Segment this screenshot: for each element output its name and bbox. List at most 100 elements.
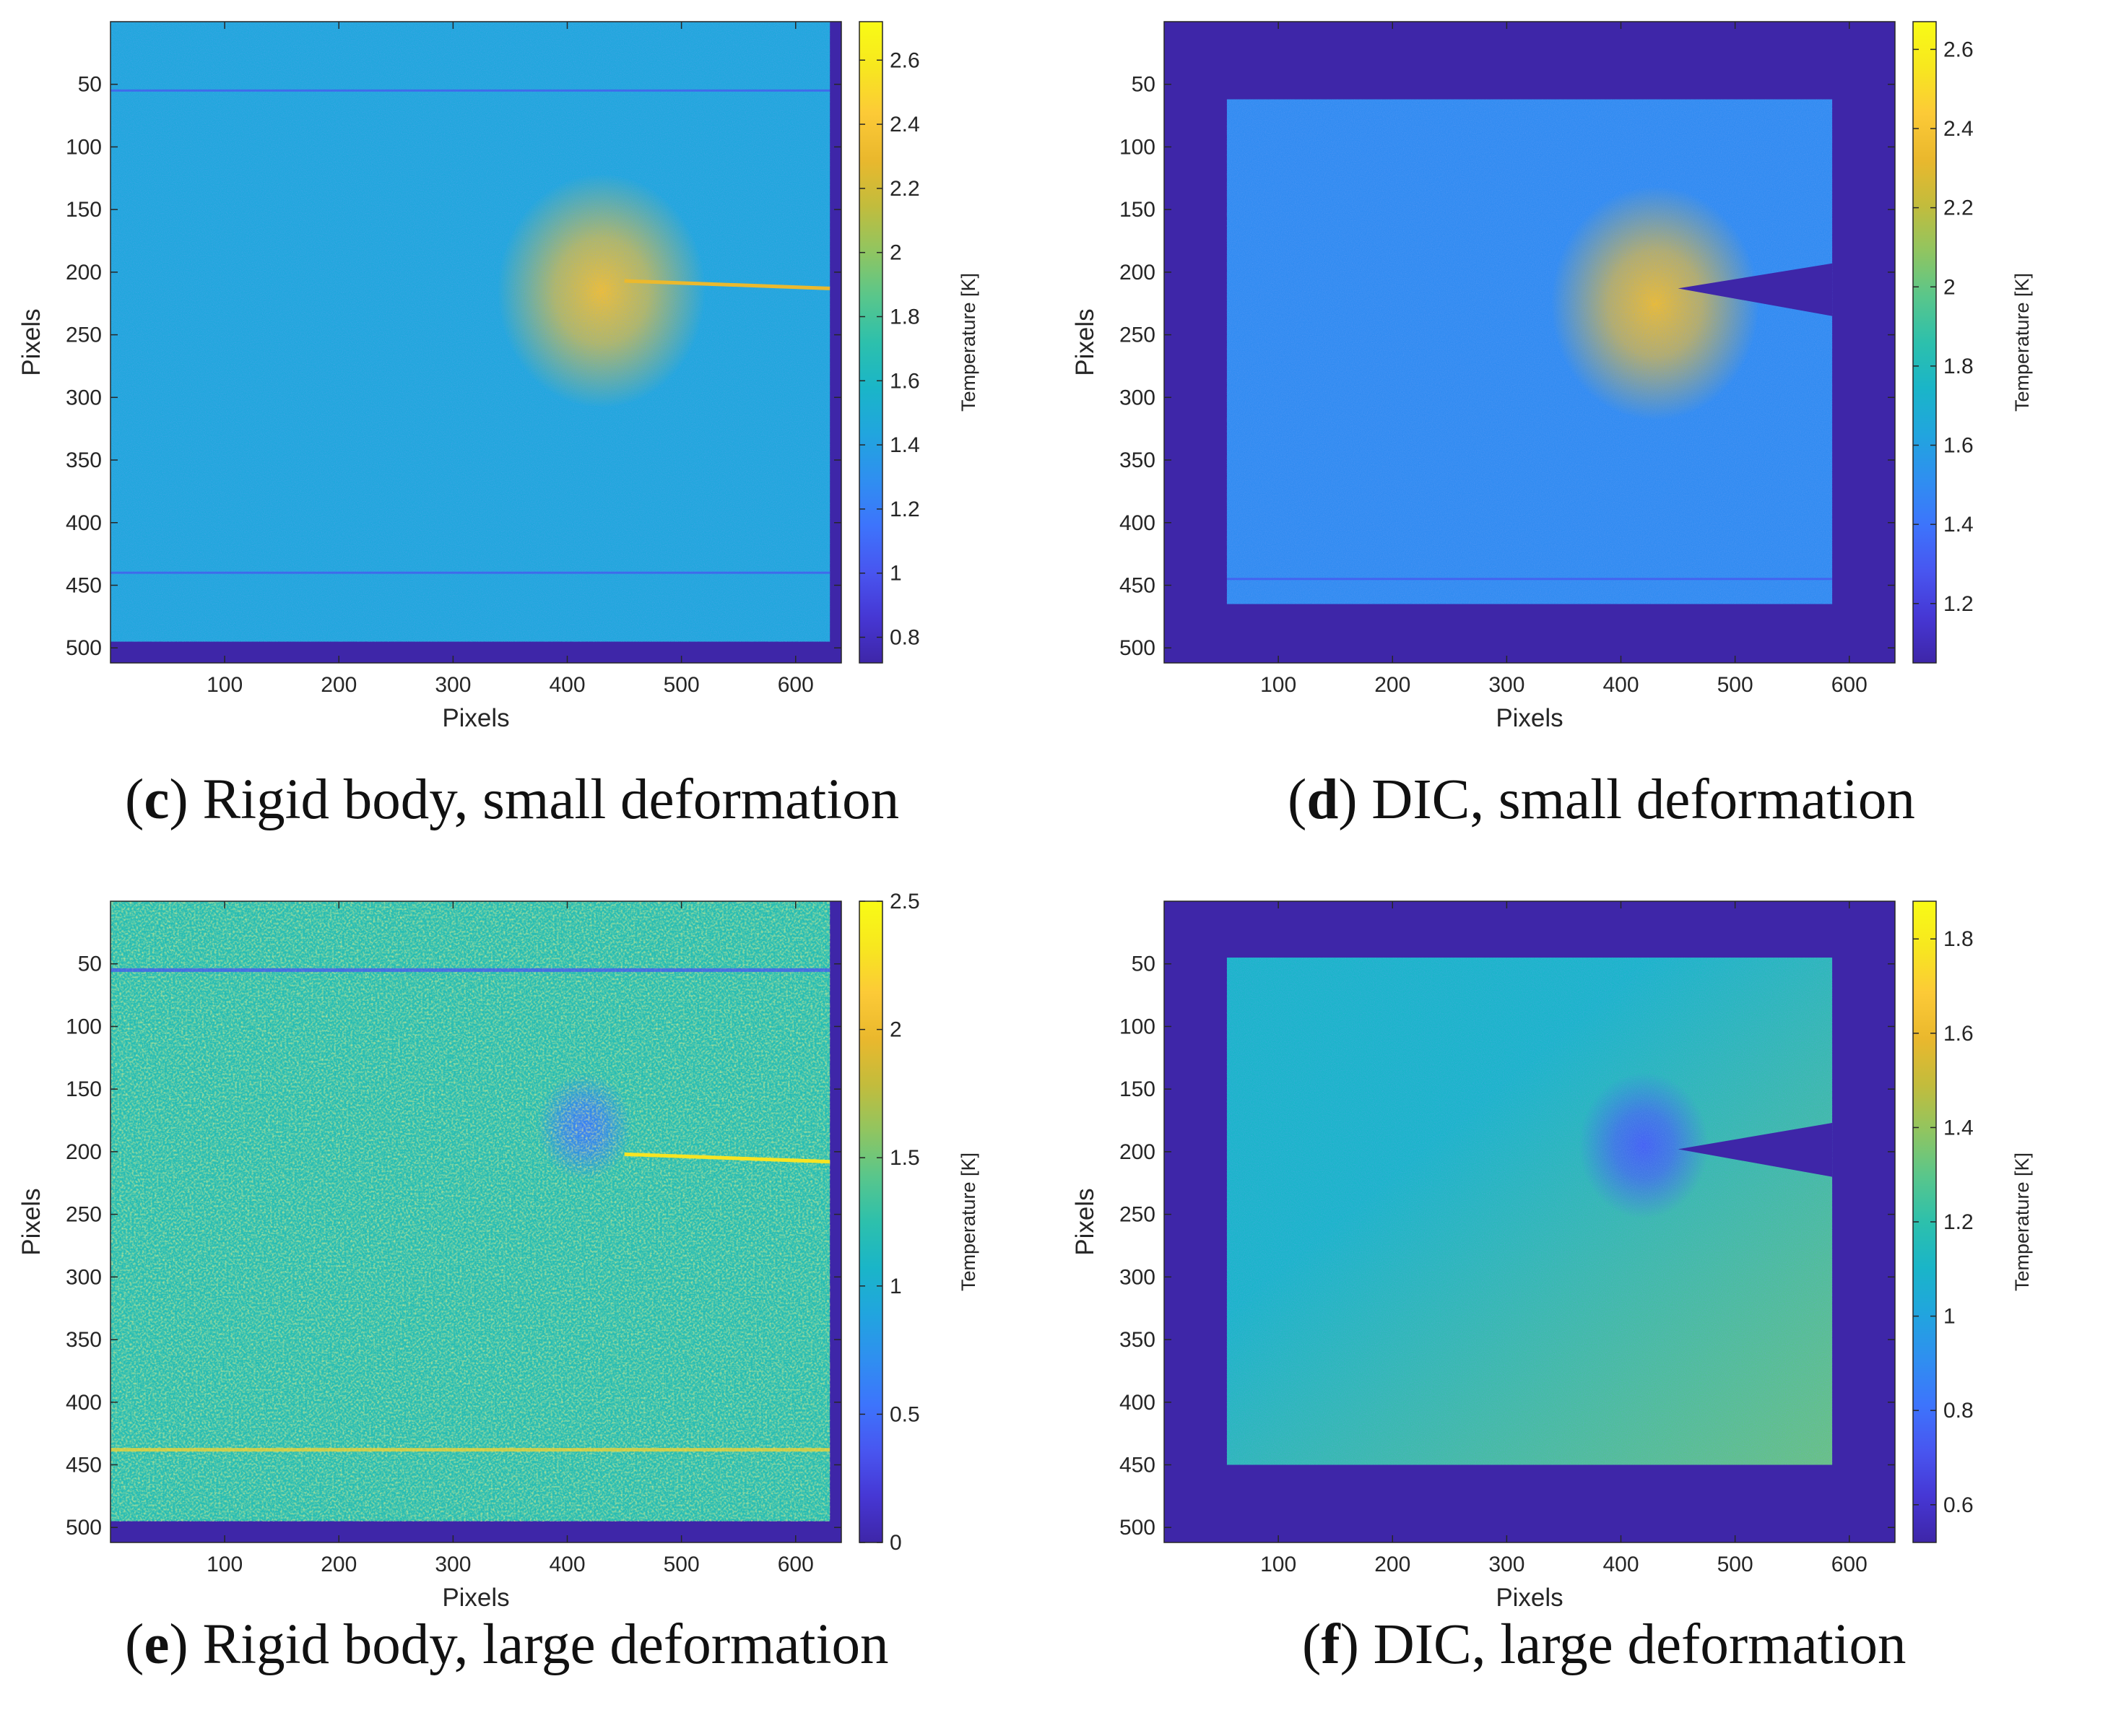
colorbar-tick-label: 1.4	[1943, 513, 1974, 537]
x-tick-label: 200	[1374, 1553, 1410, 1576]
caption-c: (c) Rigid body, small deformation	[125, 768, 900, 831]
x-tick-label: 500	[1717, 1553, 1753, 1576]
y-tick-label: 50	[78, 952, 102, 976]
y-tick-label: 200	[1119, 261, 1155, 285]
y-tick-label: 450	[66, 1453, 102, 1477]
colorbar-tick-label: 0.5	[890, 1402, 920, 1426]
colorbar-tick-label: 1	[890, 562, 902, 586]
x-tick-label: 400	[549, 1553, 585, 1576]
colorbar	[859, 900, 883, 1543]
noise-texture	[1226, 958, 1833, 1465]
colorbar-tick-label: 1.4	[890, 433, 920, 457]
colorbar-tick-label: 2	[890, 1018, 902, 1042]
colorbar-tick-label: 1.8	[890, 305, 920, 329]
y-tick-label: 500	[66, 1516, 102, 1540]
y-tick-label: 500	[66, 636, 102, 660]
colorbar-tick-label: 1.8	[1943, 355, 1974, 378]
colorbar-tick-label: 1.2	[890, 498, 920, 521]
y-tick-label: 400	[1119, 511, 1155, 535]
y-tick-label: 50	[78, 73, 102, 97]
colorbar-tick-label: 1.6	[1943, 434, 1974, 458]
colorbar-tick-label: 2.6	[890, 48, 920, 72]
axes-box	[110, 900, 842, 1543]
y-tick-label: 450	[1119, 1453, 1155, 1477]
x-tick-label: 300	[1488, 1553, 1524, 1576]
heatmap-c: 100 200 300 400 500 600 50 100 150 200 250 300 350 40…	[17, 21, 979, 732]
y-tick-label: 500	[1119, 1516, 1155, 1540]
x-tick-label: 600	[1831, 673, 1868, 697]
y-tick-label: 300	[66, 386, 102, 409]
x-tick-label: 200	[321, 1553, 357, 1576]
colorbar-tick-label: 2.5	[890, 890, 920, 913]
y-tick-label: 100	[1119, 1015, 1155, 1038]
y-tick-label: 250	[1119, 324, 1155, 347]
y-tick-label: 50	[1132, 952, 1155, 976]
noise-texture	[110, 22, 830, 642]
x-tick-label: 500	[1717, 673, 1753, 697]
panel-d: 100 200 300 400 500 600 50 100 150 200 250 300 350 40…	[1054, 0, 2107, 758]
y-tick-label: 100	[66, 135, 102, 159]
y-tick-label: 300	[1119, 1265, 1155, 1289]
y-tick-label: 300	[1119, 386, 1155, 409]
y-tick-label: 250	[66, 1203, 102, 1227]
colorbar-tick-label: 0.8	[1943, 1399, 1974, 1423]
y-tick-label: 400	[66, 1391, 102, 1415]
y-tick-label: 450	[66, 573, 102, 597]
y-tick-label: 200	[1119, 1140, 1155, 1164]
x-tick-label: 600	[778, 673, 814, 697]
y-tick-label: 350	[1119, 1328, 1155, 1352]
colorbar-tick-label: 0.6	[1943, 1493, 1974, 1517]
colorbar-label: Temperature [K]	[958, 273, 979, 412]
noise-texture	[110, 901, 830, 1522]
colorbar-tick-label: 2	[1943, 275, 1956, 299]
colorbar-tick-label: 1.2	[1943, 1210, 1974, 1234]
y-tick-label: 100	[1119, 135, 1155, 159]
colorbar-tick-label: 1.2	[1943, 592, 1974, 616]
x-axis-label: Pixels	[1496, 704, 1563, 732]
y-tick-label: 150	[1119, 1077, 1155, 1101]
y-tick-label: 250	[1119, 1203, 1155, 1227]
colorbar	[859, 21, 883, 664]
y-axis-label: Pixels	[17, 308, 45, 376]
colorbar-tick-label: 1	[890, 1275, 902, 1298]
caption-e: (e) Rigid body, large deformation	[125, 1613, 889, 1676]
notch-wedge	[1678, 263, 1833, 316]
y-tick-label: 200	[66, 261, 102, 285]
y-tick-label: 450	[1119, 573, 1155, 597]
noise-texture	[1226, 99, 1833, 604]
y-tick-label: 400	[66, 511, 102, 535]
y-tick-label: 150	[66, 198, 102, 222]
colorbar-tick-label: 2	[890, 241, 902, 265]
y-tick-label: 350	[1119, 448, 1155, 472]
heatmap-e: 100 200 300 400 500 600 50 100 150 200 250 300 350 40…	[17, 890, 979, 1612]
colorbar-tick-label: 1.5	[890, 1146, 920, 1170]
x-tick-label: 400	[1602, 673, 1639, 697]
colorbar-label: Temperature [K]	[2011, 1153, 2033, 1291]
y-axis-label: Pixels	[1071, 1188, 1099, 1255]
y-tick-label: 300	[66, 1265, 102, 1289]
colorbar-label: Temperature [K]	[2011, 273, 2033, 412]
x-tick-label: 300	[1488, 673, 1524, 697]
y-tick-label: 150	[1119, 198, 1155, 222]
colorbar	[1912, 21, 1937, 664]
heatmap-d: 100 200 300 400 500 600 50 100 150 200 250 300 350 40…	[1071, 21, 2033, 732]
axes-box	[1163, 21, 1896, 664]
colorbar-tick-label: 1.6	[890, 369, 920, 393]
y-tick-label: 150	[66, 1077, 102, 1101]
x-tick-label: 100	[207, 673, 243, 697]
colorbar-tick-label: 2.6	[1943, 38, 1974, 61]
colorbar-label: Temperature [K]	[958, 1153, 979, 1291]
heatmap-f: 100 200 300 400 500 600 50 100 150 200 250 300 350 40…	[1071, 900, 2033, 1612]
y-tick-label: 50	[1132, 73, 1155, 97]
y-tick-label: 500	[1119, 636, 1155, 660]
panel-e: 100 200 300 400 500 600 50 100 150 200 250 300 350 40…	[0, 880, 1054, 1638]
x-tick-label: 500	[664, 1553, 700, 1576]
x-tick-label: 200	[1374, 673, 1410, 697]
x-tick-label: 200	[321, 673, 357, 697]
axes-box	[110, 21, 842, 664]
colorbar-tick-label: 1.8	[1943, 927, 1974, 951]
panel-c: 100 200 300 400 500 600 50 100 150 200 250 300 350 40…	[0, 0, 1054, 758]
colorbar-tick-label: 2.2	[1943, 196, 1974, 220]
x-tick-label: 500	[664, 673, 700, 697]
y-tick-label: 250	[66, 324, 102, 347]
